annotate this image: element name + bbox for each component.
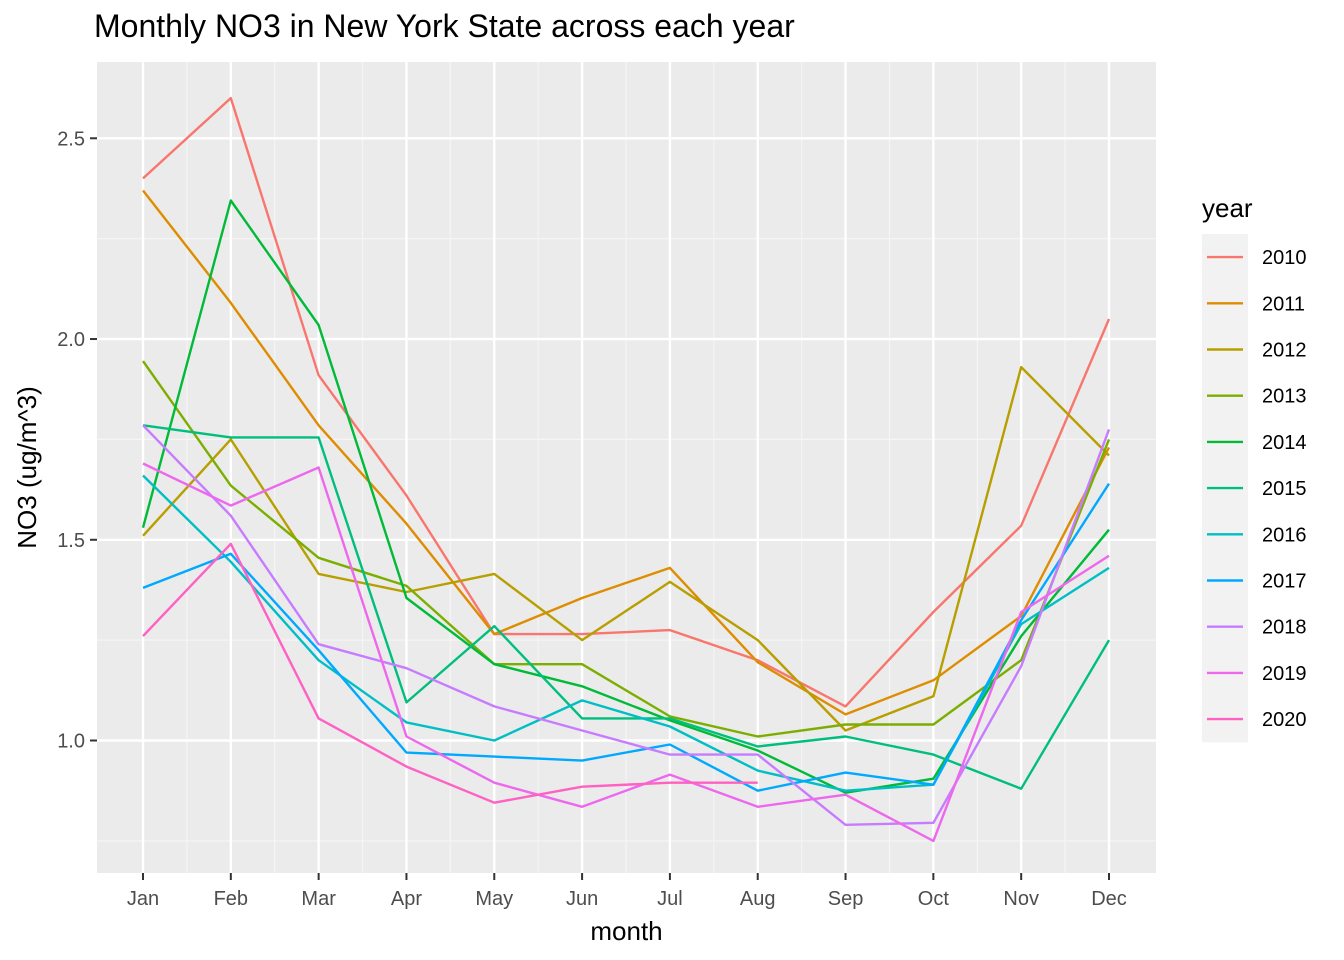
legend-label-2020: 2020 bbox=[1262, 709, 1307, 731]
chart-title: Monthly NO3 in New York State across eac… bbox=[94, 8, 795, 44]
legend-label-2017: 2017 bbox=[1262, 571, 1307, 593]
x-tick-label: Sep bbox=[828, 888, 864, 910]
x-tick-label: Feb bbox=[214, 888, 248, 910]
legend-label-2015: 2015 bbox=[1262, 478, 1307, 500]
series-line-2012 bbox=[142, 365, 1110, 732]
y-tick-label: 1.5 bbox=[57, 530, 85, 552]
legend-title: year bbox=[1202, 193, 1253, 223]
x-tick-label: May bbox=[475, 888, 513, 910]
series-line-2013 bbox=[142, 360, 1111, 738]
y-tick-label: 1.0 bbox=[57, 731, 85, 753]
x-tick-label: Oct bbox=[918, 888, 950, 910]
legend-label-2019: 2019 bbox=[1262, 663, 1307, 685]
series-line-2019 bbox=[142, 462, 1110, 843]
series-line-2010 bbox=[142, 96, 1111, 708]
x-tick-label: Apr bbox=[391, 888, 422, 910]
legend-label-2011: 2011 bbox=[1262, 293, 1305, 315]
y-tick-label: 2.5 bbox=[57, 128, 85, 150]
legend-label-2012: 2012 bbox=[1262, 340, 1307, 362]
x-tick-label: Mar bbox=[301, 888, 336, 910]
legend-label-2014: 2014 bbox=[1262, 432, 1307, 454]
x-tick-label: Jan bbox=[127, 888, 159, 910]
x-tick-label: Dec bbox=[1091, 888, 1127, 910]
legend-label-2010: 2010 bbox=[1262, 247, 1307, 269]
series-line-2017 bbox=[142, 482, 1111, 792]
y-tick-label: 2.0 bbox=[57, 329, 85, 351]
series-line-2011 bbox=[142, 189, 1111, 716]
series-line-2020 bbox=[142, 542, 758, 804]
legend-label-2016: 2016 bbox=[1262, 524, 1307, 546]
legend-label-2013: 2013 bbox=[1262, 386, 1307, 408]
legend-label-2018: 2018 bbox=[1262, 617, 1307, 639]
x-tick-label: Nov bbox=[1003, 888, 1039, 910]
x-axis-title: month bbox=[590, 916, 662, 946]
y-axis-title: NO3 (ug/m^3) bbox=[12, 386, 42, 548]
series-line-2018 bbox=[142, 424, 1111, 826]
x-tick-label: Aug bbox=[740, 888, 776, 910]
x-tick-label: Jul bbox=[657, 888, 683, 910]
x-tick-label: Jun bbox=[566, 888, 598, 910]
